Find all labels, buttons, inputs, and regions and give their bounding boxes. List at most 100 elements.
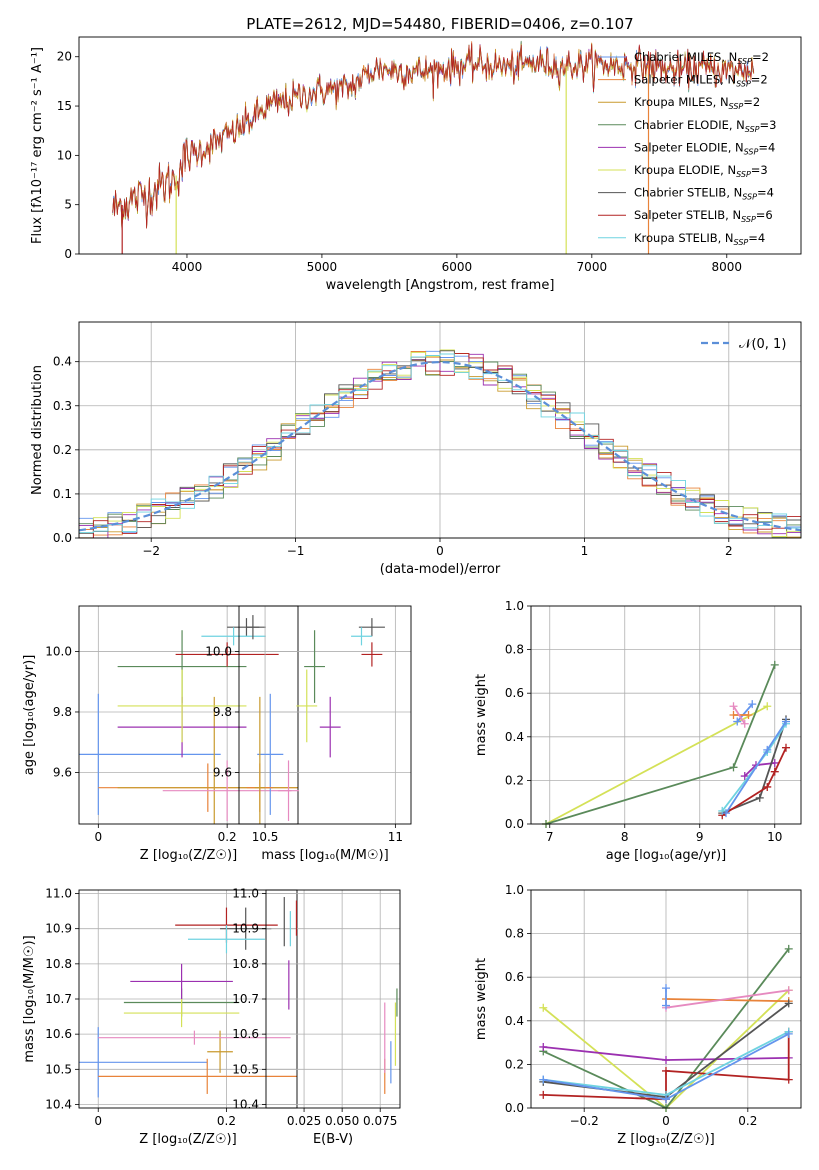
spectrum-line xyxy=(112,43,755,230)
y-tick-label: 0.8 xyxy=(505,927,524,941)
series-marker xyxy=(722,809,730,818)
x-axis-label: (data-model)/error xyxy=(380,562,501,577)
x-tick-label: 0 xyxy=(95,830,103,844)
spectrum-line xyxy=(112,42,755,230)
y-tick-label: 0.8 xyxy=(505,643,524,657)
x-tick-label: 8000 xyxy=(712,260,743,274)
y-tick-label: 9.8 xyxy=(213,705,232,719)
y-tick-label: 0.1 xyxy=(53,487,72,501)
y-tick-label: 10.4 xyxy=(45,1097,72,1111)
series-line xyxy=(545,664,776,824)
legend-entry: Kroupa MILES, NSSP=2 xyxy=(634,95,760,111)
y-tick-label: 0.3 xyxy=(53,399,72,413)
spectrum-line xyxy=(112,41,755,230)
axes-frame xyxy=(530,605,802,825)
legend: Chabrier MILES, NSSP=2 Salpeter MILES, NS… xyxy=(598,50,776,247)
legend-entry: 𝒩(0, 1) xyxy=(739,337,786,352)
x-tick-label: −1 xyxy=(287,544,305,558)
series-marker xyxy=(539,1042,548,1051)
axes-frame xyxy=(78,321,802,539)
y-tick-label: 10.4 xyxy=(232,1097,259,1111)
y-tick-label: 10.9 xyxy=(45,922,72,936)
series-marker xyxy=(744,711,753,719)
legend-entry: Salpeter MILES, NSSP=2 xyxy=(634,73,768,89)
y-tick-label: 10.6 xyxy=(45,1027,72,1041)
panel-residuals: −2 −1 0 1 2 0.0 0.1 0.2 0.3 0.4 (data-model)/error… xyxy=(30,321,802,577)
y-tick-label: 0.4 xyxy=(53,355,72,369)
series-marker xyxy=(740,719,749,728)
y-tick-label: 20 xyxy=(57,50,72,64)
axes-frame xyxy=(78,36,802,255)
legend-entry: Chabrier MILES, NSSP=2 xyxy=(634,50,769,66)
spectrum-line xyxy=(112,40,755,231)
x-tick-label: 0.025 xyxy=(287,1114,321,1128)
y-tick-label: 15 xyxy=(57,99,72,113)
y-axis-label: mass [log₁₀(M/M☉)] xyxy=(22,935,37,1062)
series-marker xyxy=(784,1029,793,1038)
series-line xyxy=(665,989,789,1009)
x-tick-label: −2 xyxy=(142,544,160,558)
x-tick-label: 0.2 xyxy=(217,1114,236,1128)
series-marker xyxy=(662,1066,670,1075)
x-tick-label: 10.5 xyxy=(252,830,279,844)
y-tick-label: 10.5 xyxy=(45,1062,72,1076)
y-tick-label: 10 xyxy=(57,148,72,162)
series-marker xyxy=(782,743,790,752)
series-marker xyxy=(729,763,738,772)
spectrum-line xyxy=(112,43,755,229)
series-marker xyxy=(539,1090,548,1099)
legend-entry: Salpeter STELIB, NSSP=6 xyxy=(634,208,773,224)
x-axis-label: age [log₁₀(age/yr)] xyxy=(606,848,727,863)
y-tick-label: 0.6 xyxy=(505,686,524,700)
series-marker xyxy=(782,717,790,726)
x-tick-label: 8 xyxy=(621,830,629,844)
x-tick-label: 0 xyxy=(662,1114,670,1128)
x-tick-label: 7 xyxy=(546,830,554,844)
y-tick-label: 11.0 xyxy=(45,887,72,901)
y-tick-label: 10.6 xyxy=(232,1027,259,1041)
x-tick-label: 0 xyxy=(94,1114,102,1128)
y-tick-label: 5 xyxy=(64,198,72,212)
y-tick-label: 0.2 xyxy=(505,1057,524,1071)
x-tick-label: 1 xyxy=(581,544,589,558)
series-marker xyxy=(784,1075,793,1084)
y-tick-label: 9.6 xyxy=(53,766,72,780)
y-tick-label: 0.0 xyxy=(505,817,524,831)
legend-entry: Chabrier ELODIE, NSSP=3 xyxy=(634,118,776,134)
y-axis-label: mass weight xyxy=(474,674,489,756)
series-line xyxy=(732,705,746,725)
x-tick-label: 7000 xyxy=(577,260,608,274)
legend-entry: Kroupa ELODIE, NSSP=3 xyxy=(634,163,768,179)
series-marker xyxy=(770,767,779,776)
y-tick-label: 10.8 xyxy=(232,957,259,971)
gaussian-curve xyxy=(79,360,801,532)
y-tick-label: 10.9 xyxy=(232,922,259,936)
series-marker xyxy=(740,772,749,781)
series-marker xyxy=(539,1003,548,1012)
panel-age_vs_Z: 0 0.2 9.6 9.8 10.0 Z [log₁₀(Z/Z☉)] age [log₁₀(… xyxy=(22,605,299,863)
y-tick-label: 11.0 xyxy=(232,887,259,901)
x-axis-label: Z [log₁₀(Z/Z☉)] xyxy=(617,1132,714,1147)
series-marker xyxy=(763,745,772,754)
y-tick-label: 9.6 xyxy=(213,766,232,780)
x-tick-label: 9 xyxy=(696,830,704,844)
y-tick-label: 10.7 xyxy=(45,992,72,1006)
y-tick-label: 0.4 xyxy=(505,1014,524,1028)
series-line xyxy=(665,998,789,1003)
series-marker xyxy=(662,1001,670,1010)
panel-spectrum: 4000 5000 6000 7000 8000 0 5 10 15 20 wavelength [… xyxy=(30,36,802,293)
x-axis-label: E(B-V) xyxy=(313,1132,353,1147)
x-tick-label: 0.050 xyxy=(325,1114,359,1128)
series-marker xyxy=(784,986,793,995)
series-marker xyxy=(662,1056,670,1065)
y-tick-label: 0.6 xyxy=(505,970,524,984)
y-tick-label: 10.7 xyxy=(232,992,259,1006)
panel-age_vs_mass: 10.5 11 9.6 9.8 10.0 mass [log₁₀(M/M☉)] xyxy=(205,605,412,863)
y-tick-label: 0 xyxy=(64,247,72,261)
series-marker xyxy=(662,984,670,993)
panel-massweight_vs_Z: −0.2 0 0.2 0.0 0.2 0.4 0.6 0.8 1.0 Z [log₁₀(Z/Z☉)… xyxy=(474,883,802,1147)
y-axis-label: Flux [fλ10⁻¹⁷ erg cm⁻² s⁻¹ A⁻¹] xyxy=(30,47,45,244)
spectrum-line xyxy=(112,41,755,229)
y-tick-label: 0.0 xyxy=(505,1101,524,1115)
